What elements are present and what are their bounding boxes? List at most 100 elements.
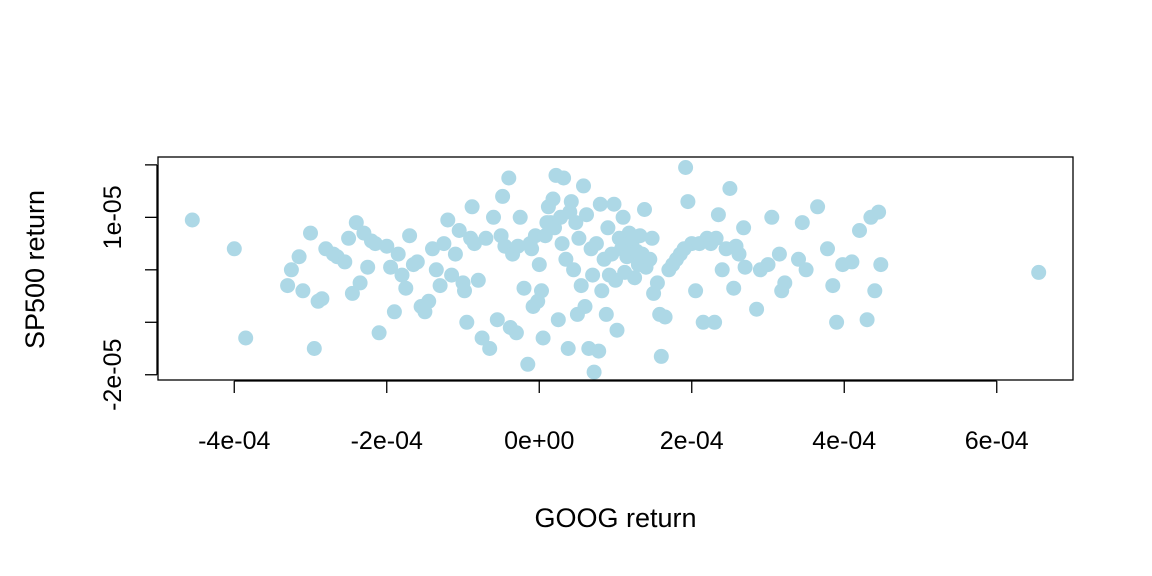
data-point <box>295 283 311 299</box>
data-point <box>653 348 669 364</box>
data-point <box>726 280 742 296</box>
data-point <box>649 275 665 291</box>
data-point <box>303 225 318 241</box>
y-tick-label: 1e-05 <box>99 185 127 249</box>
data-point <box>708 230 724 246</box>
data-point <box>306 341 322 356</box>
data-point <box>566 262 582 278</box>
data-point <box>402 228 418 244</box>
data-point <box>459 314 475 330</box>
data-point <box>571 230 587 246</box>
data-point <box>379 238 395 254</box>
data-point <box>524 241 540 257</box>
data-point <box>764 209 780 225</box>
data-point <box>576 178 591 194</box>
data-point <box>736 220 752 236</box>
data-point <box>594 283 610 299</box>
x-tick-label: -4e-04 <box>198 427 270 455</box>
data-point <box>798 262 814 278</box>
data-point <box>600 220 616 236</box>
y-axis-title: SP500 return <box>20 190 50 349</box>
data-point <box>466 236 482 252</box>
x-tick-label: 4e-04 <box>812 427 876 455</box>
data-point <box>558 251 574 267</box>
data-point <box>591 343 607 359</box>
data-point <box>609 322 625 338</box>
data-point <box>678 160 694 175</box>
data-point <box>451 223 467 238</box>
data-point <box>688 283 704 299</box>
data-point <box>615 209 631 225</box>
data-point <box>436 236 452 252</box>
data-point <box>457 283 472 299</box>
data-point <box>510 238 526 254</box>
data-point <box>545 191 561 207</box>
data-point <box>760 257 776 273</box>
data-point <box>794 215 810 231</box>
data-point <box>568 215 584 231</box>
data-point <box>428 262 444 278</box>
data-point <box>871 204 887 220</box>
data-point <box>486 209 501 225</box>
data-point <box>371 325 387 341</box>
data-point <box>791 251 806 267</box>
data-point <box>474 330 490 346</box>
data-point <box>291 249 307 265</box>
data-point <box>867 283 883 299</box>
x-tick-label: 6e-04 <box>965 427 1029 455</box>
data-point <box>859 312 875 328</box>
data-point <box>852 223 867 238</box>
x-axis: -4e-04 -2e-04 0e+00 2e-04 4e-04 6e-04 <box>198 380 1029 455</box>
data-point <box>421 293 437 309</box>
data-point <box>777 275 793 291</box>
data-point <box>352 275 368 291</box>
data-point <box>383 259 399 275</box>
data-point <box>825 278 841 294</box>
data-point <box>425 241 440 257</box>
data-point <box>386 304 402 320</box>
data-point <box>184 212 200 228</box>
data-point <box>238 330 254 346</box>
data-point <box>642 251 658 267</box>
data-point <box>810 199 826 215</box>
data-point <box>534 283 549 299</box>
data-point <box>489 312 505 328</box>
data-point <box>556 170 572 186</box>
data-point <box>512 209 528 225</box>
data-point <box>1031 264 1047 280</box>
data-point <box>344 285 360 301</box>
y-tick-label: -2e-05 <box>99 339 127 411</box>
data-point <box>707 314 723 330</box>
data-point <box>632 228 648 244</box>
data-point <box>577 299 593 314</box>
data-point <box>737 259 753 275</box>
data-point <box>390 246 406 262</box>
data-point <box>829 314 845 330</box>
data-point <box>844 254 860 270</box>
data-point <box>710 207 726 223</box>
data-point <box>749 301 765 317</box>
x-tick-label: 0e+00 <box>504 427 574 455</box>
data-point <box>560 341 576 356</box>
data-point <box>554 236 570 252</box>
data-point <box>695 314 711 330</box>
data-point <box>606 196 622 212</box>
data-point <box>280 278 296 294</box>
data-point <box>550 312 566 328</box>
data-point <box>680 194 696 210</box>
data-point <box>637 202 652 217</box>
x-axis-title: GOOG return <box>534 503 696 533</box>
data-point <box>398 280 414 296</box>
data-point <box>585 267 601 283</box>
data-point <box>508 325 524 341</box>
data-point <box>501 170 517 186</box>
data-point <box>598 306 614 322</box>
data-point <box>722 181 738 196</box>
data-point <box>592 196 608 212</box>
data-point <box>771 246 787 262</box>
data-point <box>432 278 448 294</box>
data-point <box>314 291 330 307</box>
data-point <box>586 364 602 380</box>
data-point <box>820 241 835 257</box>
data-point <box>714 262 730 278</box>
